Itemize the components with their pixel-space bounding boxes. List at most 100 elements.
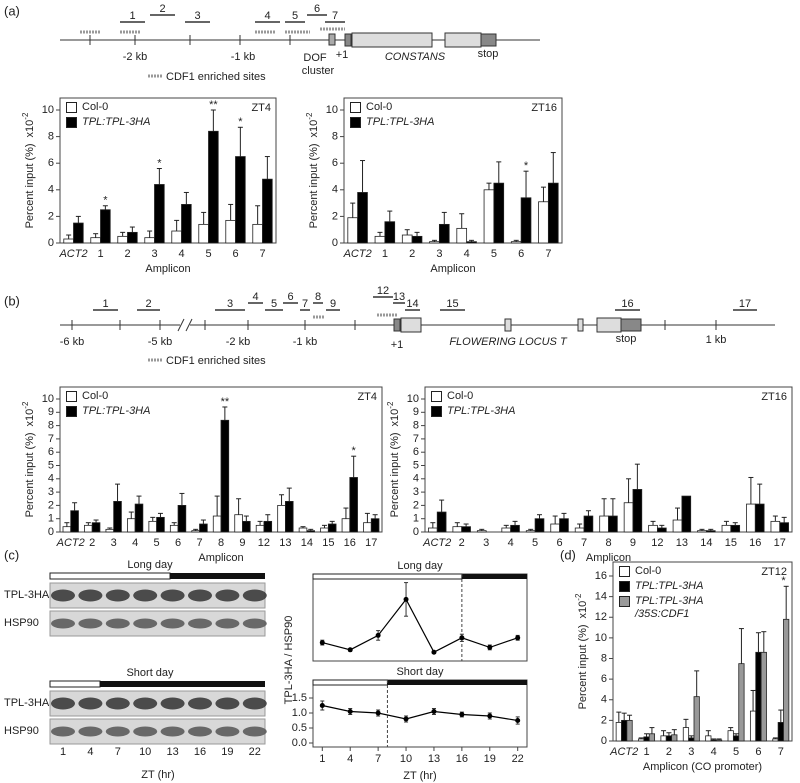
x-tick-label: 13 [676,537,688,549]
error-bar [550,152,556,184]
x-tick-label: 16 [456,753,468,765]
bar [730,524,741,533]
y-tick-label: 1 [48,513,54,525]
error-bar [300,526,306,529]
error-bar [255,205,261,225]
point [319,703,325,708]
y-tick-label: 8 [48,420,54,432]
scale-label: -5 kb [148,336,172,348]
error-bar [561,512,567,519]
bar [777,722,784,742]
error-bar [738,628,744,664]
bar [682,727,690,742]
significance: * [524,160,529,172]
x-tick-label: 2 [409,248,415,260]
bar [349,477,358,533]
error-bar [674,507,680,521]
x-tick-label: 7 [375,753,381,765]
error-bar [772,737,778,739]
y-tick-label: 9 [413,406,419,418]
error-bar [661,730,667,736]
bar [363,522,372,533]
bar [255,524,265,533]
y-tick-label: 1.5 [292,692,307,704]
x-tick-label: 2 [666,746,672,758]
exon [596,317,622,333]
lane-label: 16 [194,746,206,758]
y-axis-label-unit: x10 [24,409,36,427]
blot-band [188,589,212,602]
error-bar [659,524,665,529]
error-bar [503,524,509,529]
error-bar [387,210,393,222]
amplicon-label: 14 [406,298,418,310]
x-tick-label: 15 [725,537,737,549]
y-tick-label: 10 [326,104,338,116]
bar [483,189,495,244]
blot-band [215,618,240,629]
point [459,712,465,717]
error-bar [523,170,529,198]
error-bar [321,524,327,529]
y-tick-label: 8 [413,420,419,432]
bar [127,518,136,533]
bar [501,527,512,533]
bar [608,515,618,533]
x-tick-label: 9 [630,537,636,549]
error-bar [732,522,738,526]
legend-box: Col-0 TPL:TPL-3HA TPL:TPL-3HA /35S:CDF1 [619,565,729,621]
x-tick-label: 3 [151,248,157,260]
error-bar [257,520,263,526]
x-tick-label: 15 [322,537,334,549]
legend-item: Col-0 [431,390,541,403]
error-bar [723,520,729,526]
bar [657,527,667,533]
y-axis-label-unit: x10 [577,601,589,619]
panel-label: (c) [4,547,19,562]
error-bar [136,495,142,505]
legend-text: Col-0 [366,101,393,113]
x-axis-label: Amplicon (CO promoter) [643,761,762,773]
error-bar [286,487,292,502]
error-bar [634,463,640,490]
error-bar [93,233,99,238]
error-bar [439,499,445,513]
y-tick-label: 7 [48,433,54,445]
error-bar [649,727,655,734]
bar [212,515,222,533]
error-bar [577,523,583,529]
y-axis-label-unit: x10 [24,120,36,138]
bar [559,518,569,533]
y-axis-label-exponent: -2 [574,593,583,601]
bar [520,197,532,244]
error-bar [761,631,767,653]
error-bar [755,632,761,653]
legend-item: TPL:TPL-3HA [66,405,176,418]
blot-band [188,618,212,629]
legend: Col-0 TPL:TPL-3HA [66,390,176,418]
scale-label: 1 kb [706,334,727,346]
x-tick-label: 13 [428,753,440,765]
exon [444,32,482,48]
bar [148,520,157,533]
error-bar [772,515,778,522]
y-tick-label: 12 [595,611,607,623]
error-bar [626,478,632,503]
error-bar [404,229,410,236]
gene-label: CONSTANS [385,51,446,63]
error-bar [279,494,285,506]
scale-label: -2 kb [226,336,250,348]
blot-band [188,726,212,737]
legend: Col-0 TPL:TPL-3HA [431,390,541,418]
legend-item: TPL:TPL-3HA [431,405,541,418]
error-bar [147,230,153,238]
x-tick-label: 8 [605,537,611,549]
dof-box [328,33,336,46]
bar [643,736,650,742]
blot-band [215,697,240,710]
gene-label: FLOWERING LOCUS T [449,336,568,348]
blot-x-label: ZT (hr) [141,769,174,781]
bar [715,739,723,742]
error-bar [129,226,135,233]
error-bar [214,495,220,517]
